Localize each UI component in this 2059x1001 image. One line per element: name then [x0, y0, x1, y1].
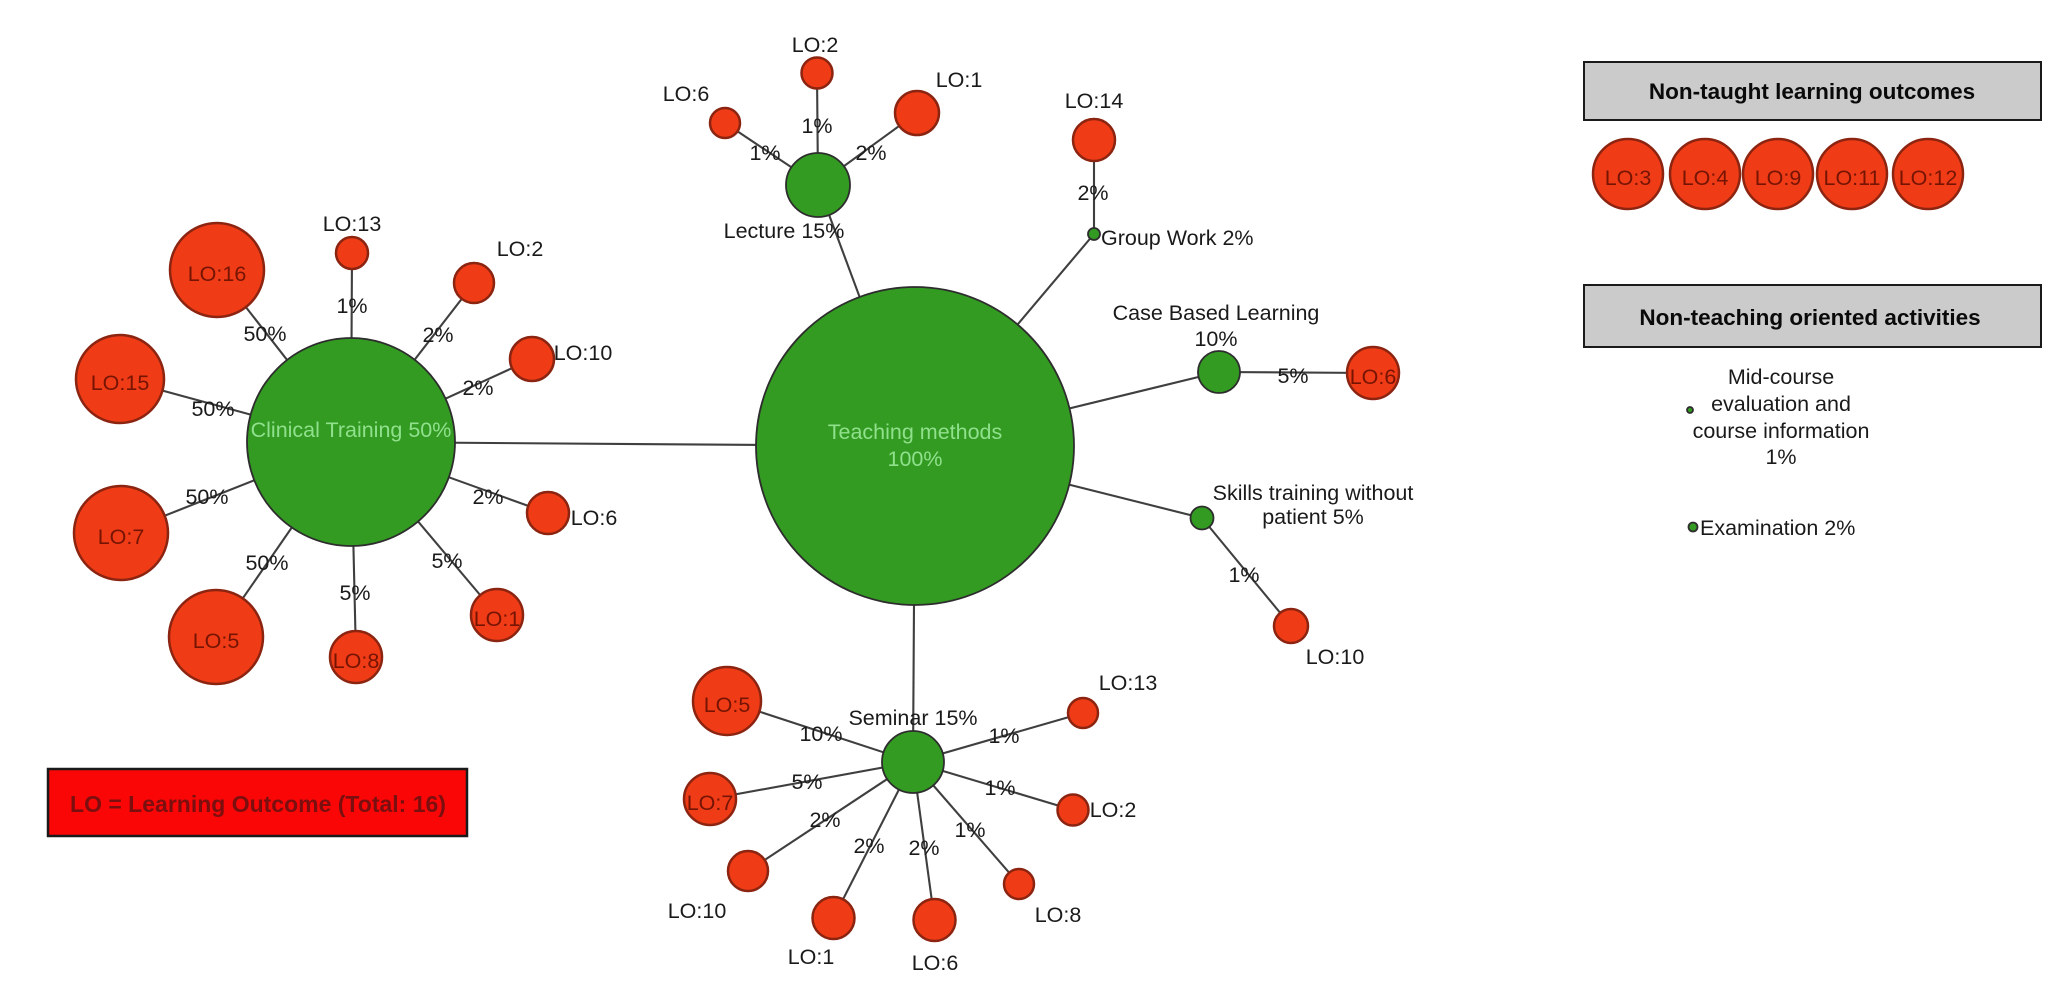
svg-text:Non-taught learning outcomes: Non-taught learning outcomes: [1649, 79, 1975, 104]
svg-text:50%: 50%: [243, 322, 286, 346]
svg-text:LO:7: LO:7: [687, 791, 734, 815]
svg-text:Examination 2%: Examination 2%: [1700, 516, 1855, 540]
svg-text:100%: 100%: [888, 447, 943, 471]
svg-text:1%: 1%: [801, 114, 832, 138]
svg-text:LO:10: LO:10: [554, 341, 613, 365]
svg-text:LO:4: LO:4: [1682, 166, 1729, 190]
svg-text:LO:9: LO:9: [1755, 166, 1802, 190]
svg-text:2%: 2%: [1077, 181, 1108, 205]
svg-text:LO:2: LO:2: [792, 33, 839, 57]
svg-text:1%: 1%: [749, 141, 780, 165]
svg-text:LO:5: LO:5: [704, 693, 751, 717]
svg-text:10%: 10%: [799, 722, 842, 746]
svg-text:LO:15: LO:15: [91, 371, 150, 395]
svg-text:10%: 10%: [1194, 327, 1237, 351]
svg-text:LO:1: LO:1: [474, 607, 521, 631]
svg-text:LO:6: LO:6: [912, 951, 959, 975]
svg-text:2%: 2%: [422, 323, 453, 347]
svg-text:Clinical Training 50%: Clinical Training 50%: [251, 418, 452, 442]
svg-text:5%: 5%: [431, 549, 462, 573]
svg-text:2%: 2%: [908, 836, 939, 860]
svg-text:LO = Learning Outcome (Total:: LO = Learning Outcome (Total: 16): [70, 791, 446, 817]
svg-text:Group Work 2%: Group Work 2%: [1101, 226, 1254, 250]
svg-text:5%: 5%: [1277, 364, 1308, 388]
svg-text:Seminar 15%: Seminar 15%: [848, 706, 977, 730]
svg-text:LO:6: LO:6: [571, 506, 618, 530]
svg-text:LO:6: LO:6: [1350, 365, 1397, 389]
svg-text:LO:7: LO:7: [98, 525, 145, 549]
svg-text:50%: 50%: [185, 485, 228, 509]
svg-text:patient 5%: patient 5%: [1262, 505, 1364, 529]
svg-text:50%: 50%: [191, 397, 234, 421]
svg-text:50%: 50%: [245, 551, 288, 575]
svg-text:2%: 2%: [462, 376, 493, 400]
svg-text:Non-teaching oriented activiti: Non-teaching oriented activities: [1639, 305, 1980, 330]
svg-text:Case Based Learning: Case Based Learning: [1113, 301, 1320, 325]
svg-text:2%: 2%: [855, 141, 886, 165]
svg-text:LO:5: LO:5: [193, 629, 240, 653]
svg-text:LO:6: LO:6: [663, 82, 710, 106]
svg-text:LO:10: LO:10: [668, 899, 727, 923]
svg-text:1%: 1%: [988, 724, 1019, 748]
svg-text:1%: 1%: [336, 294, 367, 318]
svg-text:2%: 2%: [809, 808, 840, 832]
svg-text:1%: 1%: [954, 818, 985, 842]
svg-text:5%: 5%: [791, 770, 822, 794]
svg-text:LO:10: LO:10: [1306, 645, 1365, 669]
svg-text:LO:8: LO:8: [1035, 903, 1082, 927]
svg-text:LO:1: LO:1: [936, 68, 983, 92]
svg-text:1%: 1%: [1228, 563, 1259, 587]
svg-text:LO:11: LO:11: [1824, 166, 1881, 190]
svg-text:LO:2: LO:2: [497, 237, 544, 261]
svg-text:Mid-course: Mid-course: [1728, 365, 1834, 389]
svg-text:LO:3: LO:3: [1605, 166, 1652, 190]
svg-text:LO:13: LO:13: [1099, 671, 1158, 695]
svg-text:Teaching methods: Teaching methods: [828, 420, 1003, 444]
svg-text:LO:2: LO:2: [1090, 798, 1137, 822]
svg-text:2%: 2%: [472, 485, 503, 509]
svg-text:2%: 2%: [853, 834, 884, 858]
svg-text:1%: 1%: [984, 776, 1015, 800]
svg-text:5%: 5%: [339, 581, 370, 605]
svg-text:LO:14: LO:14: [1065, 89, 1124, 113]
svg-text:LO:12: LO:12: [1899, 166, 1958, 190]
svg-text:Lecture 15%: Lecture 15%: [724, 219, 845, 243]
svg-text:LO:1: LO:1: [788, 945, 835, 969]
svg-text:LO:16: LO:16: [188, 262, 247, 286]
svg-text:Skills training without: Skills training without: [1213, 481, 1414, 505]
svg-text:evaluation and: evaluation and: [1711, 392, 1851, 416]
svg-text:LO:13: LO:13: [323, 212, 382, 236]
svg-text:1%: 1%: [1765, 445, 1796, 469]
svg-text:LO:8: LO:8: [333, 649, 380, 673]
svg-text:course information: course information: [1693, 419, 1870, 443]
